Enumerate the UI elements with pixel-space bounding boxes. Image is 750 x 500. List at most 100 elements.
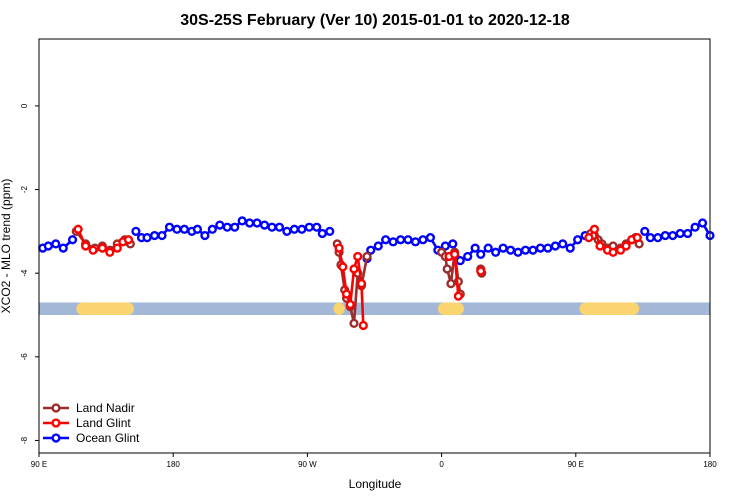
land-glint-point xyxy=(123,235,134,245)
ocean-glint-point xyxy=(395,235,406,245)
ocean-glint-point xyxy=(550,241,560,251)
ocean-glint-point xyxy=(172,224,182,234)
land-glint-point xyxy=(345,299,355,310)
x-tick-label: 90 E xyxy=(31,460,47,469)
land-glint-point xyxy=(338,262,348,272)
ocean-glint-point xyxy=(528,245,538,255)
land-glint-point xyxy=(73,224,83,234)
ocean-glint-point xyxy=(498,243,508,253)
land-nadir-point xyxy=(362,251,372,262)
ocean-glint-point xyxy=(640,226,650,236)
legend-swatch-marker xyxy=(51,403,61,413)
y-tick-label: -4 xyxy=(20,269,29,277)
plot-frame xyxy=(38,38,711,454)
ocean-glint-point xyxy=(207,224,217,234)
ocean-glint-point xyxy=(675,228,685,239)
land-glint-point xyxy=(88,245,98,255)
ocean-glint-point xyxy=(282,226,292,236)
ocean-glint-point xyxy=(43,241,53,251)
legend-item-land-glint: Land Glint xyxy=(43,416,131,430)
ocean-glint-point xyxy=(373,241,383,251)
land-glint-point xyxy=(632,233,642,243)
land-band-1 xyxy=(333,302,345,315)
land-glint-segment xyxy=(453,254,460,297)
legend-label: Ocean Glint xyxy=(76,431,140,445)
y-tick-label: 0 xyxy=(20,103,29,108)
ocean-glint-point xyxy=(131,226,141,236)
ocean-glint-point xyxy=(660,230,670,241)
land-glint-point xyxy=(584,233,594,243)
ocean-glint-point xyxy=(520,245,531,255)
ocean-glint-point xyxy=(312,222,322,232)
land-nadir-point xyxy=(442,264,452,274)
land-glint-point xyxy=(608,247,618,257)
land-glint-point xyxy=(595,241,605,251)
ocean-glint-point xyxy=(653,233,663,243)
ocean-glint-point xyxy=(215,220,225,230)
ocean-glint-point xyxy=(491,247,501,257)
x-tick-label: 90 W xyxy=(298,460,317,469)
land-band-3 xyxy=(579,302,640,315)
ocean-glint-point xyxy=(325,226,335,236)
legend-item-land-nadir: Land Nadir xyxy=(43,401,135,415)
x-tick-label: 0 xyxy=(439,460,444,469)
land-glint-point xyxy=(358,320,368,331)
ocean-glint-point xyxy=(381,235,391,245)
x-tick-label: 180 xyxy=(167,460,181,469)
land-band-2 xyxy=(437,302,464,315)
legend-label: Land Glint xyxy=(76,416,131,430)
ocean-glint-point xyxy=(164,222,175,232)
land-band-0 xyxy=(76,302,135,315)
ocean-glint-point xyxy=(543,243,553,253)
land-glint-segment xyxy=(360,283,365,326)
ocean-glint-point xyxy=(690,222,700,232)
legend-swatch-marker xyxy=(51,433,61,443)
ocean-glint-point xyxy=(558,239,568,249)
x-tick-label: 180 xyxy=(703,460,717,469)
land-glint-point xyxy=(621,241,631,251)
ocean-glint-point xyxy=(425,233,436,243)
land-glint-point xyxy=(450,249,460,259)
ocean-glint-point xyxy=(317,228,327,239)
land-glint-point xyxy=(453,291,463,301)
ocean-glint-point xyxy=(222,222,232,232)
ocean-glint-point xyxy=(448,239,458,249)
series-ocean-glint xyxy=(38,216,715,266)
land-glint-point xyxy=(615,245,626,255)
ocean-glint-point xyxy=(289,224,299,234)
ocean-glint-point xyxy=(565,243,575,253)
ocean-glint-point xyxy=(149,230,160,241)
ocean-glint-point xyxy=(455,256,465,266)
land-glint-point xyxy=(589,224,600,234)
series-land-glint xyxy=(73,224,642,331)
ocean-glint-point xyxy=(67,235,78,245)
ocean-glint-point xyxy=(192,224,203,234)
land-glint-segment xyxy=(348,268,356,305)
ocean-glint-point xyxy=(418,235,428,245)
ocean-glint-point xyxy=(157,230,167,241)
land-glint-point xyxy=(105,247,115,257)
ocean-glint-point xyxy=(388,237,398,247)
ocean-glint-point xyxy=(274,222,285,232)
ocean-glint-point xyxy=(179,224,189,234)
ocean-glint-point xyxy=(297,224,307,234)
ocean-glint-point xyxy=(142,233,152,243)
ocean-glint-point xyxy=(200,230,210,241)
land-glint-point xyxy=(80,241,91,251)
ocean-glint-point xyxy=(645,233,655,243)
ocean-glint-point xyxy=(476,249,486,259)
land-nadir-segment xyxy=(352,273,360,324)
ocean-glint-point xyxy=(51,239,61,249)
land-glint-point xyxy=(334,243,344,253)
ocean-glint-point xyxy=(470,243,480,253)
ocean-band xyxy=(39,302,710,315)
land-glint-point xyxy=(112,243,122,253)
surface-type-band xyxy=(39,302,710,315)
y-tick-label: -8 xyxy=(20,436,29,444)
x-tick-label: 90 E xyxy=(568,460,584,469)
land-glint-point xyxy=(476,266,486,276)
land-glint-point xyxy=(341,289,352,299)
land-nadir-point xyxy=(446,279,456,289)
